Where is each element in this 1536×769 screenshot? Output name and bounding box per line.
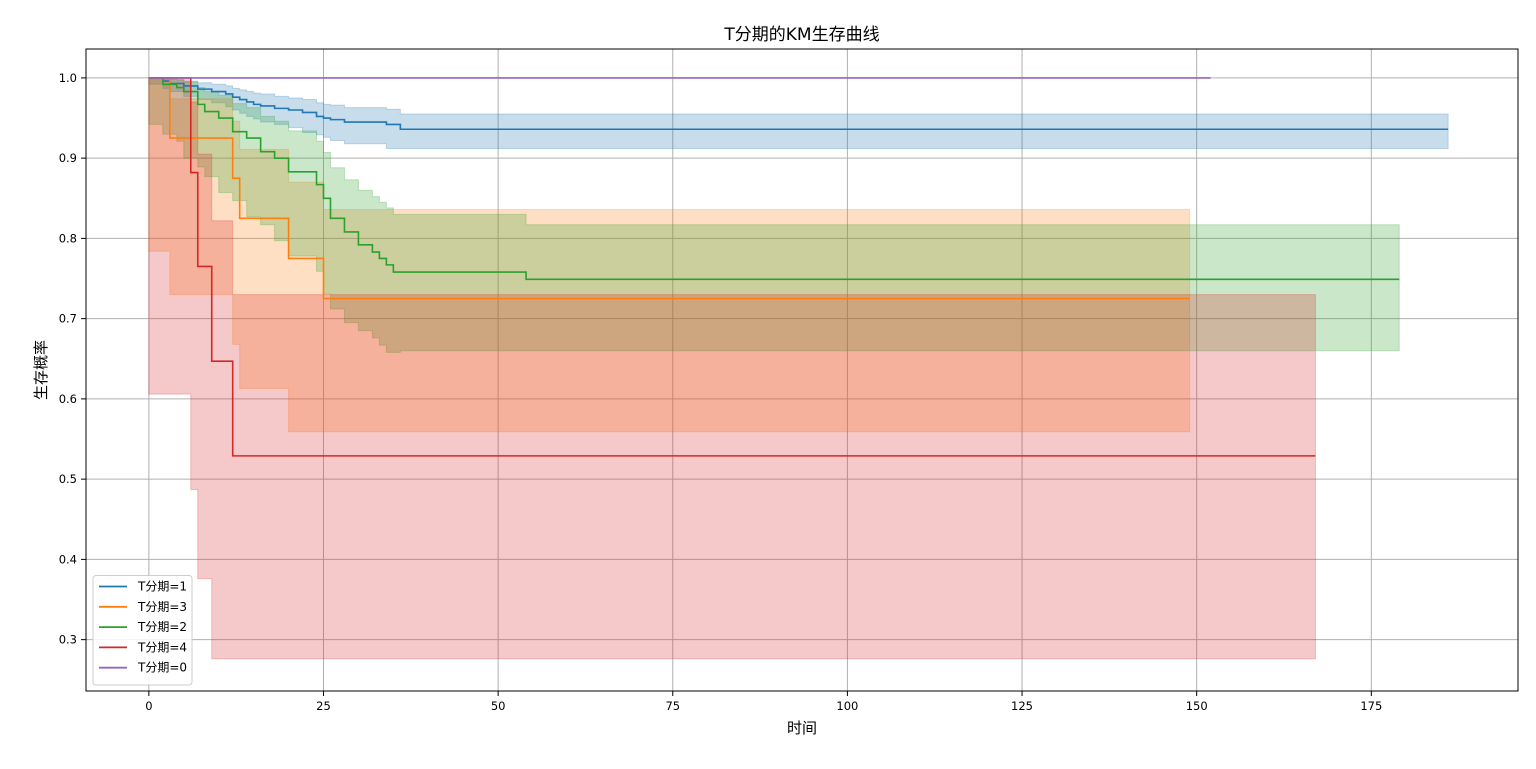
plot-frame: [85, 48, 1519, 692]
x-tick-label: 150: [1186, 699, 1208, 713]
y-tick-label: 0.6: [59, 392, 77, 406]
series-0-ci-band: [148, 77, 1449, 150]
x-tick-label: 25: [316, 699, 331, 713]
axis-ticks: 0 25 50 75 100 125 150 175 0.3 0.4 0.5 0.6 0.7 0.8 0.9…: [59, 71, 1383, 713]
series-3-ci-band: [148, 77, 1316, 660]
legend-label: T分期=2: [137, 620, 187, 634]
series-2-ci-band: [148, 77, 1400, 353]
legend-box: [92, 575, 193, 686]
x-tick-label: 100: [836, 699, 858, 713]
x-tick-label: 0: [145, 699, 152, 713]
y-tick-label: 0.8: [59, 231, 77, 245]
y-tick-label: 0.4: [59, 552, 77, 566]
y-tick-label: 1.0: [59, 71, 77, 85]
x-axis-label: 时间: [787, 719, 817, 737]
y-tick-label: 0.3: [59, 633, 77, 647]
legend: T分期=1 T分期=3 T分期=2 T分期=4 T分期=0: [92, 575, 193, 686]
x-tick-label: 175: [1360, 699, 1382, 713]
legend-label: T分期=3: [137, 600, 187, 614]
series-0-survival-line: [148, 77, 1449, 131]
legend-label: T分期=0: [137, 661, 187, 675]
x-tick-label: 75: [665, 699, 680, 713]
series-1-survival-line: [148, 77, 1190, 300]
y-tick-label: 0.5: [59, 472, 77, 486]
grid-layer: [86, 49, 1518, 691]
survival-lines: [148, 77, 1449, 457]
x-tick-label: 125: [1011, 699, 1033, 713]
series-2-survival-line: [148, 77, 1400, 281]
y-tick-label: 0.9: [59, 151, 77, 165]
y-axis-label: 生存概率: [32, 340, 50, 400]
y-tick-label: 0.7: [59, 312, 77, 326]
chart-title: T分期的KM生存曲线: [723, 25, 879, 45]
legend-label: T分期=4: [137, 640, 187, 654]
x-tick-label: 50: [491, 699, 506, 713]
confidence-bands: [148, 77, 1449, 660]
series-3-survival-line: [148, 77, 1316, 457]
legend-label: T分期=1: [137, 580, 187, 594]
